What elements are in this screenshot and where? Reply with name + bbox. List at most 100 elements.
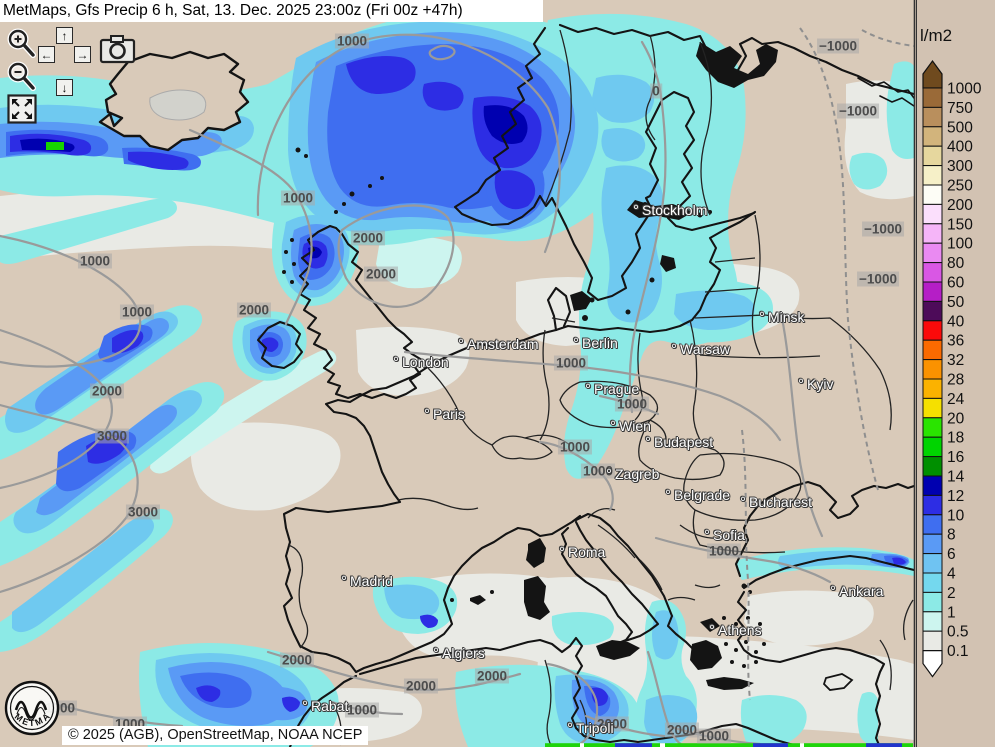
city-marker-icon: ° — [830, 583, 836, 600]
legend-tick-label: 60 — [947, 275, 965, 292]
legend-cell — [922, 165, 943, 186]
city-marker-icon: ° — [341, 573, 347, 590]
city-label: ° Rabat — [302, 698, 348, 715]
city-marker-icon: ° — [665, 487, 671, 504]
fullscreen-button[interactable] — [7, 94, 37, 124]
legend-cell — [922, 533, 943, 555]
contour-label: 0 — [650, 83, 662, 99]
city-marker-icon: ° — [606, 466, 612, 483]
arrow-left-icon: ← — [40, 47, 53, 62]
city-name: Roma — [568, 544, 606, 560]
legend-cell — [922, 456, 943, 477]
legend-above-max-arrow — [922, 59, 943, 89]
city-label: ° Madrid — [341, 573, 393, 590]
contour-label: 2000 — [279, 652, 315, 668]
contour-label: 1000 — [553, 355, 589, 371]
screenshot-button[interactable] — [99, 34, 137, 64]
legend-cell — [922, 184, 943, 205]
contour-label: 1000 — [696, 728, 732, 744]
fullscreen-icon — [7, 94, 37, 124]
iceland — [98, 50, 250, 152]
city-name: Paris — [433, 406, 465, 422]
legend-tick-label: 28 — [947, 372, 964, 389]
contour-label: −1000 — [837, 103, 879, 119]
city-name: Madrid — [350, 573, 393, 589]
legend-cell — [922, 514, 943, 535]
contour-label: 2000 — [363, 266, 399, 282]
legend-tick-label: 16 — [947, 449, 964, 466]
legend-tick-label: 8 — [947, 527, 956, 544]
wave-icon — [14, 700, 48, 719]
contour-label: 1000 — [614, 396, 650, 412]
legend-tick-label: 200 — [947, 197, 973, 214]
city-label: ° Stockholm — [633, 202, 707, 219]
legend-cell — [922, 397, 943, 419]
city-label: ° Athens — [709, 622, 762, 639]
pan-right-button[interactable]: → — [74, 46, 91, 63]
contour-label: 1000 — [280, 190, 316, 206]
city-marker-icon: ° — [671, 341, 677, 358]
legend-cell — [922, 320, 943, 341]
country-borders — [287, 29, 914, 747]
attribution-bar: © 2025 (AGB), OpenStreetMap, NOAA NCEP — [62, 726, 369, 745]
city-name: Tripoli — [576, 720, 614, 736]
city-name: Athens — [718, 622, 762, 638]
legend-cell — [922, 106, 943, 128]
legend-tick-label: 150 — [947, 216, 973, 233]
contour-label: 2000 — [664, 722, 700, 738]
legend-tick-label: 6 — [947, 546, 956, 563]
contour-label: 2000 — [89, 383, 125, 399]
city-label: ° Amsterdam — [458, 336, 539, 353]
legend-cell — [922, 475, 943, 496]
contour-label: 1000 — [344, 702, 380, 718]
contour-label: 3000 — [125, 504, 161, 520]
precip-color-scale: l/m2100075050040030025020015010080605040… — [920, 26, 982, 678]
contour-label: 2000 — [474, 668, 510, 684]
city-marker-icon: ° — [424, 406, 430, 423]
legend-cell — [922, 262, 943, 283]
city-label: ° Roma — [559, 544, 605, 561]
legend-tick-label: 750 — [947, 100, 973, 117]
legend-tick-label: 32 — [947, 352, 964, 369]
city-marker-icon: ° — [302, 698, 308, 715]
zoom-out-button[interactable] — [6, 60, 38, 94]
legend-cell — [922, 494, 943, 516]
city-marker-icon: ° — [559, 544, 565, 561]
city-label: ° Bucharest — [740, 494, 812, 511]
city-marker-icon: ° — [585, 381, 591, 398]
city-label: ° Paris — [424, 406, 465, 423]
legend-cell — [922, 145, 943, 167]
legend-tick-label: 18 — [947, 430, 964, 447]
city-name: Algiers — [442, 645, 485, 661]
city-marker-icon: ° — [393, 354, 399, 371]
legend-cell — [922, 553, 943, 574]
pan-down-button[interactable]: ↓ — [56, 79, 73, 96]
legend-tick-label: 10 — [947, 507, 965, 524]
zoom-in-button[interactable] — [6, 27, 38, 61]
legend-below-min-arrow — [922, 649, 943, 678]
city-marker-icon: ° — [645, 434, 651, 451]
legend-tick-label: 36 — [947, 333, 964, 350]
city-label: ° Budapest — [645, 434, 713, 451]
legend-panel: l/m2 1000 750 500 400 300 250 200 150 100 80 60 50 40… — [916, 0, 995, 747]
pan-left-button[interactable]: ← — [38, 46, 55, 63]
city-name: Belgrade — [674, 487, 731, 503]
city-marker-icon: ° — [567, 720, 573, 737]
legend-tick-label: 40 — [947, 313, 965, 330]
contour-label: 1000 — [334, 33, 370, 49]
legend-cell — [922, 359, 943, 380]
city-label: ° Prague — [585, 381, 639, 398]
city-marker-icon: ° — [458, 336, 464, 353]
coastlines — [256, 23, 916, 747]
city-name: Prague — [594, 381, 640, 397]
city-name: Bucharest — [749, 494, 813, 510]
legend-cell — [922, 417, 943, 438]
city-label: ° Warsaw — [671, 341, 730, 358]
city-name: Kyiv — [807, 376, 834, 392]
pan-up-button[interactable]: ↑ — [56, 27, 73, 44]
city-name: Minsk — [768, 309, 805, 325]
legend-cell — [922, 203, 943, 225]
contour-label: 1000 — [77, 253, 113, 269]
